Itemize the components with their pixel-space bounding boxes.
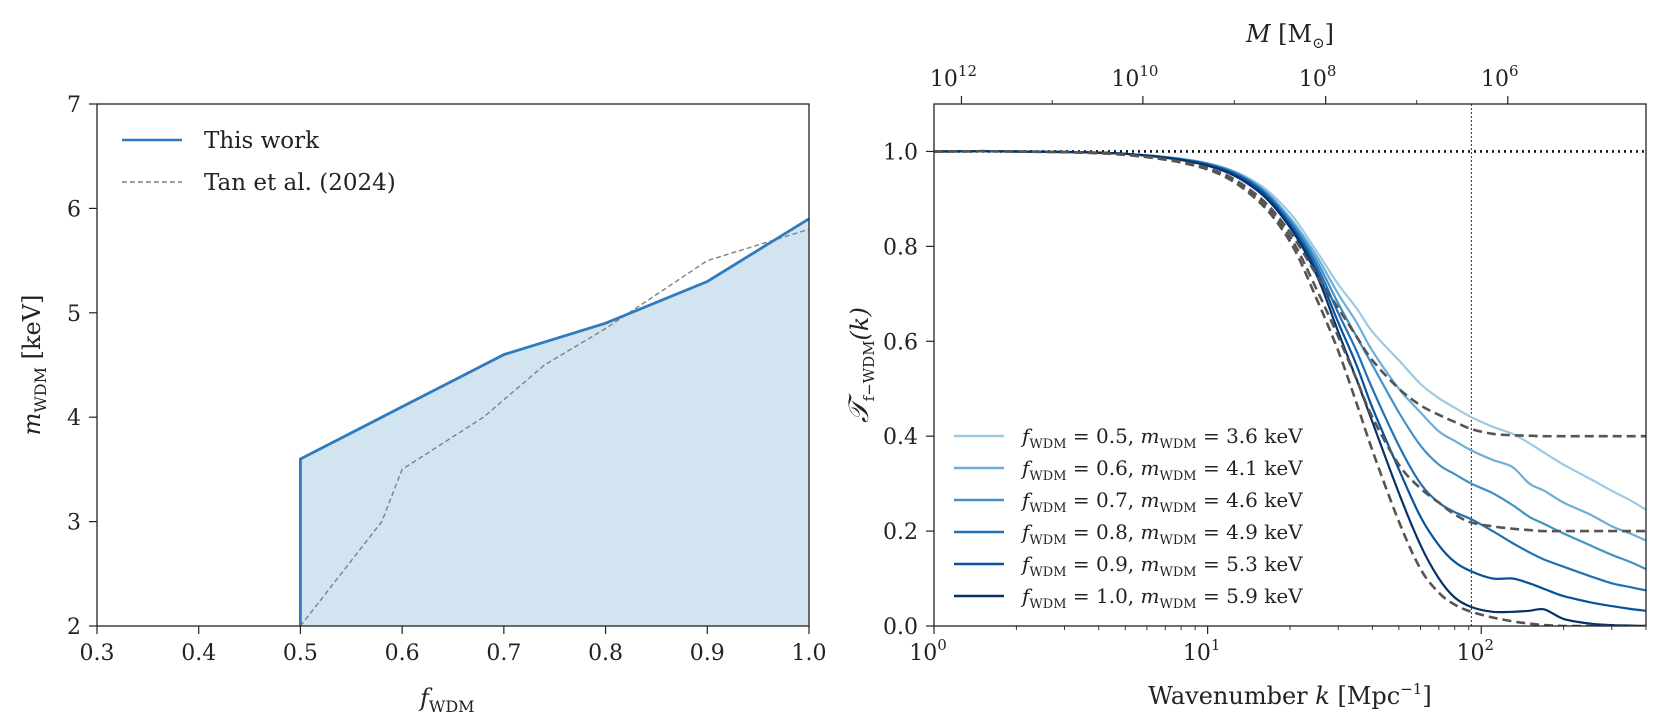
left-y-tick-label: 4 [67,406,81,431]
right-legend: fWDM = 0.5, mWDM = 3.6 keV fWDM = 0.6, mW… [954,424,1303,612]
legend-label-tan-2024: Tan et al. (2024) [204,170,396,196]
left-x-tick-label: 0.8 [588,641,623,666]
left-x-ticks: 0.3 0.4 0.5 0.6 0.7 0.8 0.9 1.0 [80,626,827,666]
left-x-tick-label: 0.7 [486,641,521,666]
legend-label-f-0.9: fWDM = 0.9, mWDM = 5.3 keV [1020,552,1303,580]
right-x-tick-label: 101 [1183,636,1221,666]
legend-label-f-1.0: fWDM = 1.0, mWDM = 5.9 keV [1020,584,1303,612]
left-y-tick-label: 5 [67,302,81,327]
top-mass-tick-label: 1012 [930,62,977,92]
left-x-tick-label: 1.0 [792,641,827,666]
left-x-tick-label: 0.5 [283,641,318,666]
right-x-axis-label: Wavenumber k [Mpc−1] [1148,680,1431,710]
tan-2024-line [299,228,810,627]
analytic-dashed-curve [934,149,1646,626]
left-y-tick-label: 6 [67,197,81,222]
transfer-curves [934,150,1646,626]
right-x-ticks: 100 101 102 [909,626,1647,666]
left-x-axis-label: fWDM [418,684,475,716]
right-y-tick-label: 0.4 [883,425,918,450]
right-panel: 100 101 102 0.0 0.2 0.4 0.6 0.8 1.0 1012 1010 108… [842,20,1647,710]
right-y-ticks: 0.0 0.2 0.4 0.6 0.8 1.0 [883,140,934,640]
right-y-tick-label: 0.2 [883,520,918,545]
left-axes-frame [96,103,810,627]
this-work-line [298,217,810,626]
legend-label-f-0.6: fWDM = 0.6, mWDM = 4.1 keV [1020,456,1303,484]
left-x-tick-label: 0.4 [181,641,216,666]
left-panel: 0.3 0.4 0.5 0.6 0.7 0.8 0.9 1.0 2 3 4 5 6 7 This wor… [18,93,827,716]
left-y-tick-label: 2 [67,615,81,640]
left-x-tick-label: 0.6 [385,641,420,666]
left-y-ticks: 2 3 4 5 6 7 [67,93,97,640]
right-y-tick-label: 0.6 [883,330,918,355]
top-mass-tick-label: 1010 [1111,62,1158,92]
right-y-tick-label: 0.0 [883,615,918,640]
left-x-tick-label: 0.9 [690,641,725,666]
left-y-tick-label: 3 [67,511,81,536]
right-y-tick-label: 1.0 [883,140,918,165]
analytic-dashed-curves [934,149,1646,626]
right-top-axis-label: M [M⊙] [1245,20,1334,52]
left-y-tick-label: 7 [67,93,81,118]
analytic-dashed-curve [934,149,1646,438]
right-top-mass-ticks: 1012 1010 108 106 [930,62,1519,104]
right-x-tick-label: 102 [1456,636,1494,666]
right-x-tick-label: 100 [909,636,947,666]
legend-label-this-work: This work [204,128,320,154]
top-mass-tick-label: 106 [1481,62,1519,92]
legend-label-f-0.8: fWDM = 0.8, mWDM = 4.9 keV [1020,520,1303,548]
right-y-axis-label: 𝒯f−WDM(k) [842,307,878,423]
this-work-fill-region [300,218,809,627]
right-y-tick-label: 0.8 [883,235,918,260]
legend-label-f-0.5: fWDM = 0.5, mWDM = 3.6 keV [1020,424,1303,452]
left-x-tick-label: 0.3 [80,641,115,666]
transfer-curve-f-0.9 [934,150,1646,612]
legend-label-f-0.7: fWDM = 0.7, mWDM = 4.6 keV [1020,488,1303,516]
left-y-axis-label: mWDM [keV] [18,295,50,436]
transfer-curve-f-1.0 [934,150,1646,626]
left-legend: This work Tan et al. (2024) [122,128,396,196]
top-mass-tick-label: 108 [1299,62,1337,92]
